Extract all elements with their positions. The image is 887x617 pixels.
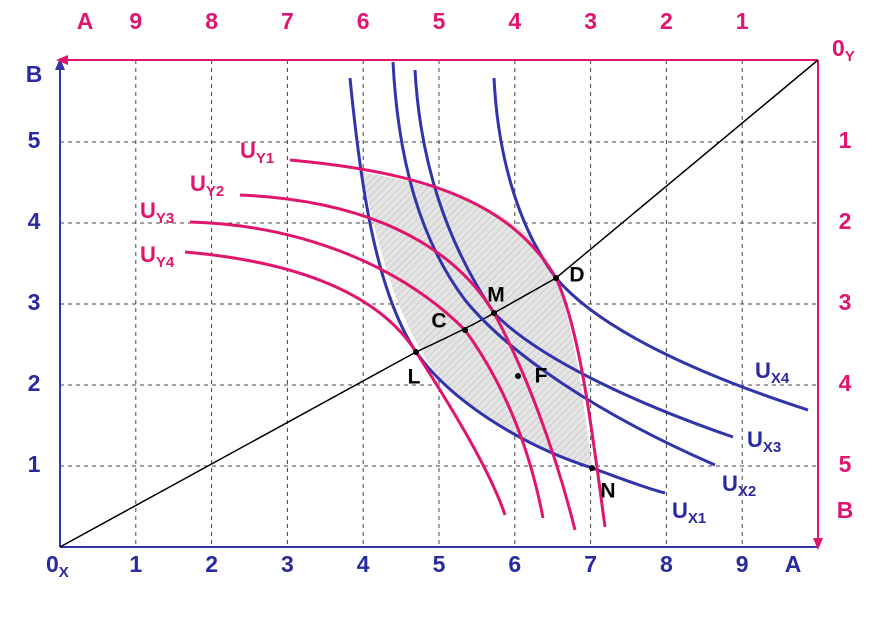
left-tick-label: 1: [28, 451, 41, 477]
curve-label-sub: X4: [771, 370, 790, 387]
top-tick-label: 9: [129, 8, 142, 34]
bottom-tick-label: 4: [357, 551, 370, 577]
right-axis-arrow: [813, 538, 823, 550]
left-tick-label: 2: [28, 370, 41, 396]
curve-label: UX2: [722, 471, 756, 500]
top-tick-label: 1: [736, 8, 749, 34]
bottom-tick-label: 7: [584, 551, 597, 577]
y-axis-arrow: [55, 58, 65, 70]
bottom-axis-end: A: [785, 551, 802, 577]
point-d: [553, 275, 559, 281]
ux2-curve: [391, 61, 716, 467]
curve-label-main: U: [190, 171, 206, 196]
curve-label-sub: Y2: [206, 183, 224, 200]
bottom-tick-label: 6: [508, 551, 521, 577]
bottom-tick-label: 2: [205, 551, 218, 577]
left-axis-end: B: [26, 61, 43, 87]
curve-label: UX4: [755, 358, 790, 387]
curve-label-sub: Y1: [256, 150, 274, 167]
point-label: L: [408, 366, 421, 389]
left-tick-label: 5: [28, 127, 41, 153]
uy4-curve: [184, 250, 507, 516]
curve-label-main: U: [140, 198, 156, 223]
curve-label-sub: X1: [688, 510, 706, 527]
curve-label-sub: X3: [763, 439, 781, 456]
curve-label-sub: X2: [738, 483, 756, 500]
curve-label-main: U: [722, 471, 738, 496]
origin-x-main: 0: [46, 551, 59, 577]
curve-label: UX3: [747, 427, 781, 456]
uy3-curve: [189, 220, 545, 519]
point-label: N: [600, 480, 615, 503]
top-tick-label: 5: [433, 8, 446, 34]
point-label: F: [535, 365, 548, 388]
origin-x: 0X: [46, 551, 69, 581]
right-tick-label: 2: [839, 208, 852, 234]
point-label: D: [569, 264, 584, 287]
right-tick-label: 5: [839, 451, 852, 477]
top-axis-end: A: [77, 8, 94, 34]
curve-label-main: U: [747, 427, 763, 452]
bottom-tick-label: 5: [433, 551, 446, 577]
right-tick-label: 3: [839, 289, 852, 315]
left-tick-label: 3: [28, 289, 41, 315]
curve-label-sub: Y4: [156, 254, 175, 271]
origin-y: 0Y: [832, 35, 855, 65]
right-tick-label: 1: [839, 127, 852, 153]
ux1-curve: [348, 77, 666, 495]
top-axis-arrow: [56, 55, 68, 65]
origin-y-sub: Y: [845, 48, 855, 65]
point-c: [462, 327, 468, 333]
right-axis-end: B: [837, 497, 854, 523]
curve-label: UY2: [190, 171, 224, 200]
origin-y-main: 0: [832, 35, 845, 61]
curve-label-main: U: [672, 498, 688, 523]
point-m: [491, 310, 497, 316]
curve-label: UY1: [240, 138, 274, 167]
point-n: [589, 465, 595, 471]
point-l: [413, 349, 419, 355]
curve-label: UY3: [140, 198, 174, 227]
shaded-region: [362, 172, 592, 468]
origin-x-sub: X: [59, 564, 69, 581]
top-tick-label: 6: [357, 8, 370, 34]
top-tick-label: 8: [205, 8, 218, 34]
top-tick-label: 7: [281, 8, 294, 34]
curve-label-main: U: [140, 242, 156, 267]
curve-label-main: U: [240, 138, 256, 163]
point-f: [515, 373, 521, 379]
point-label: C: [431, 310, 446, 333]
top-tick-label: 3: [584, 8, 597, 34]
ux4-curve: [492, 77, 809, 412]
curve-label: UY4: [140, 242, 175, 271]
left-tick-label: 4: [28, 208, 41, 234]
curve-label: UX1: [672, 498, 706, 527]
right-tick-label: 4: [839, 370, 852, 396]
curve-label-main: U: [755, 358, 771, 383]
top-tick-label: 2: [660, 8, 673, 34]
bottom-tick-label: 8: [660, 551, 673, 577]
top-tick-label: 4: [508, 8, 521, 34]
bottom-tick-label: 1: [129, 551, 142, 577]
bottom-tick-label: 3: [281, 551, 294, 577]
curve-label-sub: Y3: [156, 210, 174, 227]
bottom-tick-label: 9: [736, 551, 749, 577]
point-label: M: [487, 284, 505, 307]
